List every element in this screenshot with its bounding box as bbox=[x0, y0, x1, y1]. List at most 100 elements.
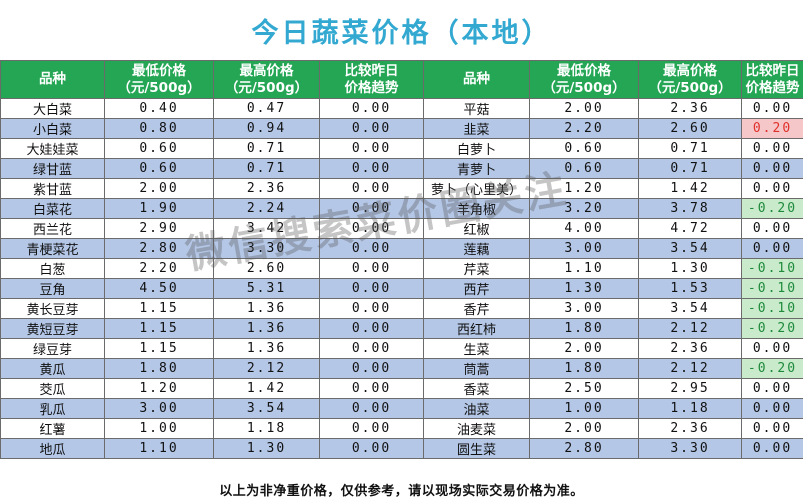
cell-high-right: 2.12 bbox=[638, 318, 742, 339]
cell-high-right: 4.72 bbox=[638, 218, 742, 239]
cell-high-left: 3.42 bbox=[213, 218, 320, 239]
cell-high-left: 3.30 bbox=[213, 238, 320, 259]
cell-trend-right: 0.20 bbox=[741, 118, 803, 139]
header-low-line1: 最低价格 bbox=[132, 62, 186, 79]
cell-low-right: 1.00 bbox=[529, 398, 639, 419]
cell-trend-right: 0.00 bbox=[741, 158, 803, 179]
header-low-line1: 最低价格 bbox=[557, 62, 611, 79]
cell-trend-left: 0.00 bbox=[319, 318, 424, 339]
cell-trend-left: 0.00 bbox=[319, 298, 424, 319]
cell-name-left: 黄短豆芽 bbox=[0, 318, 105, 339]
cell-name-left: 大白菜 bbox=[0, 98, 105, 119]
cell-high-right: 2.95 bbox=[638, 378, 742, 399]
header-trend-line1: 比较昨日 bbox=[745, 62, 800, 79]
cell-name-right: 香菜 bbox=[423, 378, 530, 399]
cell-name-right: 萝卜（心里美） bbox=[423, 178, 530, 199]
cell-high-left: 1.36 bbox=[213, 298, 320, 319]
cell-low-right: 2.00 bbox=[529, 418, 639, 439]
cell-name-right: 红椒 bbox=[423, 218, 530, 239]
cell-name-right: 羊角椒 bbox=[423, 198, 530, 219]
cell-high-left: 5.31 bbox=[213, 278, 320, 299]
header-trend-line2: 价格趋势 bbox=[344, 79, 399, 96]
table-body: 大白菜 0.40 0.47 0.00 平菇 2.00 2.36 0.00 小白菜 0.80 0.94… bbox=[0, 98, 803, 459]
cell-high-right: 1.30 bbox=[638, 258, 742, 279]
cell-high-left: 1.42 bbox=[213, 378, 320, 399]
cell-name-right: 西红柿 bbox=[423, 318, 530, 339]
header-trend-line2: 价格趋势 bbox=[745, 79, 800, 96]
header-high-line1: 最高价格 bbox=[663, 62, 717, 79]
cell-trend-right: 0.00 bbox=[741, 98, 803, 119]
cell-high-right: 2.36 bbox=[638, 338, 742, 359]
cell-high-right: 1.42 bbox=[638, 178, 742, 199]
cell-name-left: 绿甘蓝 bbox=[0, 158, 105, 179]
header-trend-left: 比较昨日 价格趋势 bbox=[319, 60, 424, 99]
cell-low-left: 0.60 bbox=[104, 158, 214, 179]
cell-trend-right: 0.00 bbox=[741, 378, 803, 399]
cell-high-left: 1.36 bbox=[213, 318, 320, 339]
cell-name-right: 莲藕 bbox=[423, 238, 530, 259]
table-row: 白葱 2.20 2.60 0.00 芹菜 1.10 1.30 -0.10 bbox=[0, 258, 803, 279]
table-row: 地瓜 1.10 1.30 0.00 圆生菜 2.80 3.30 0.00 bbox=[0, 438, 803, 459]
table-row: 茭瓜 1.20 1.42 0.00 香菜 2.50 2.95 0.00 bbox=[0, 378, 803, 399]
table-row: 绿豆芽 1.15 1.36 0.00 生菜 2.00 2.36 0.00 bbox=[0, 338, 803, 359]
cell-low-left: 1.15 bbox=[104, 338, 214, 359]
cell-trend-right: 0.00 bbox=[741, 178, 803, 199]
cell-low-left: 0.80 bbox=[104, 118, 214, 139]
cell-trend-left: 0.00 bbox=[319, 378, 424, 399]
cell-low-right: 3.00 bbox=[529, 238, 639, 259]
cell-high-left: 1.30 bbox=[213, 438, 320, 459]
cell-name-right: 西芹 bbox=[423, 278, 530, 299]
cell-trend-left: 0.00 bbox=[319, 178, 424, 199]
cell-name-right: 生菜 bbox=[423, 338, 530, 359]
table-row: 红薯 1.00 1.18 0.00 油麦菜 2.00 2.36 0.00 bbox=[0, 418, 803, 439]
cell-high-left: 0.71 bbox=[213, 158, 320, 179]
cell-low-right: 2.00 bbox=[529, 98, 639, 119]
header-high-line2: （元/500g） bbox=[648, 79, 732, 96]
cell-high-right: 3.30 bbox=[638, 438, 742, 459]
cell-low-right: 1.80 bbox=[529, 318, 639, 339]
table-row: 紫甘蓝 2.00 2.36 0.00 萝卜（心里美） 1.20 1.42 0.00 bbox=[0, 178, 803, 199]
cell-trend-left: 0.00 bbox=[319, 398, 424, 419]
cell-low-right: 1.10 bbox=[529, 258, 639, 279]
header-low-left: 最低价格 （元/500g） bbox=[104, 60, 214, 99]
cell-name-right: 油麦菜 bbox=[423, 418, 530, 439]
cell-low-left: 1.00 bbox=[104, 418, 214, 439]
cell-trend-left: 0.00 bbox=[319, 138, 424, 159]
cell-name-left: 豆角 bbox=[0, 278, 105, 299]
cell-trend-left: 0.00 bbox=[319, 278, 424, 299]
table-row: 大娃娃菜 0.60 0.71 0.00 白萝卜 0.60 0.71 0.00 bbox=[0, 138, 803, 159]
cell-high-left: 2.12 bbox=[213, 358, 320, 379]
cell-low-right: 2.00 bbox=[529, 338, 639, 359]
cell-name-left: 青梗菜花 bbox=[0, 238, 105, 259]
cell-high-right: 0.71 bbox=[638, 138, 742, 159]
cell-low-right: 1.30 bbox=[529, 278, 639, 299]
cell-low-left: 2.00 bbox=[104, 178, 214, 199]
cell-trend-right: 0.00 bbox=[741, 418, 803, 439]
table-row: 黄长豆芽 1.15 1.36 0.00 香芹 3.00 3.54 -0.10 bbox=[0, 298, 803, 319]
cell-low-left: 1.15 bbox=[104, 298, 214, 319]
cell-trend-right: -0.10 bbox=[741, 258, 803, 279]
cell-high-right: 3.54 bbox=[638, 298, 742, 319]
cell-name-right: 韭菜 bbox=[423, 118, 530, 139]
cell-name-left: 大娃娃菜 bbox=[0, 138, 105, 159]
cell-trend-left: 0.00 bbox=[319, 258, 424, 279]
cell-low-right: 3.00 bbox=[529, 298, 639, 319]
cell-name-right: 油菜 bbox=[423, 398, 530, 419]
table-row: 大白菜 0.40 0.47 0.00 平菇 2.00 2.36 0.00 bbox=[0, 98, 803, 119]
cell-high-left: 0.94 bbox=[213, 118, 320, 139]
cell-high-left: 2.60 bbox=[213, 258, 320, 279]
header-high-line2: （元/500g） bbox=[224, 79, 309, 96]
table-row: 黄瓜 1.80 2.12 0.00 茼蒿 1.80 2.12 -0.20 bbox=[0, 358, 803, 379]
cell-name-left: 乳瓜 bbox=[0, 398, 105, 419]
cell-trend-left: 0.00 bbox=[319, 358, 424, 379]
table-row: 小白菜 0.80 0.94 0.00 韭菜 2.20 2.60 0.20 bbox=[0, 118, 803, 139]
header-high-right: 最高价格 （元/500g） bbox=[638, 60, 742, 99]
cell-name-right: 平菇 bbox=[423, 98, 530, 119]
cell-high-left: 2.24 bbox=[213, 198, 320, 219]
table-row: 黄短豆芽 1.15 1.36 0.00 西红柿 1.80 2.12 -0.20 bbox=[0, 318, 803, 339]
cell-trend-right: 0.00 bbox=[741, 438, 803, 459]
cell-low-right: 2.20 bbox=[529, 118, 639, 139]
cell-trend-right: 0.00 bbox=[741, 218, 803, 239]
cell-low-right: 1.80 bbox=[529, 358, 639, 379]
